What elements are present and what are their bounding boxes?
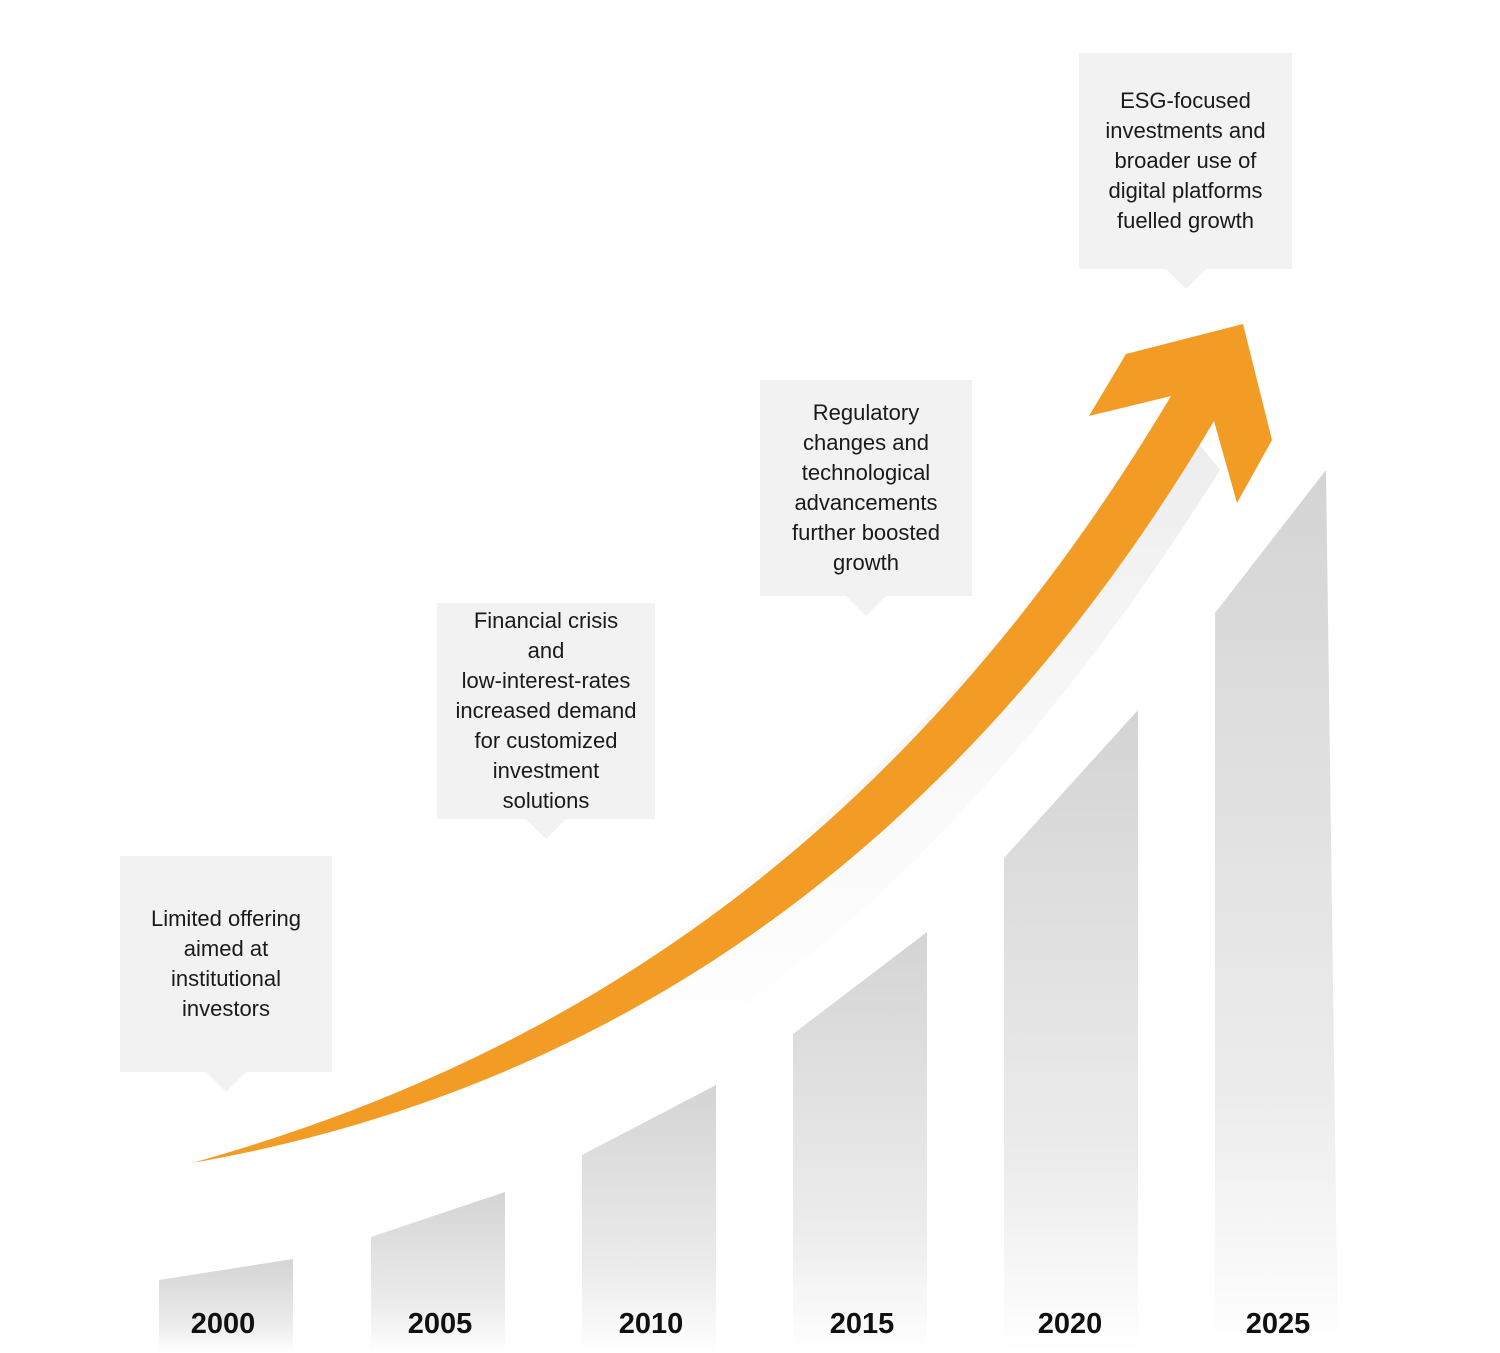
growth-bar-2025 <box>1215 470 1338 1353</box>
year-label-2015: 2015 <box>829 1308 895 1340</box>
growth-bar-2015 <box>793 932 927 1353</box>
callout-2000-text: Limited offering aimed at institutional … <box>150 906 301 1021</box>
year-label-2025: 2025 <box>1245 1308 1311 1340</box>
callout-2025-text: ESG-focused investments and broader use … <box>1105 88 1266 233</box>
callout-2020-text: Regulatory changes and technological adv… <box>792 400 940 575</box>
year-label-2005: 2005 <box>407 1308 473 1340</box>
trend-up-arrow-icon <box>192 324 1272 1163</box>
callout-2000: Limited offering aimed at institutional … <box>120 856 332 1092</box>
callout-2010: Financial crisis and low-interest-rates … <box>437 603 655 839</box>
year-label-2020: 2020 <box>1037 1308 1103 1340</box>
callout-2010-text: Financial crisis and low-interest-rates … <box>455 608 637 813</box>
callout-2025: ESG-focused investments and broader use … <box>1079 53 1292 289</box>
growth-bar-2000 <box>159 1259 293 1353</box>
year-label-2000: 2000 <box>190 1308 256 1340</box>
year-label-2010: 2010 <box>618 1308 684 1340</box>
growth-bar-2010 <box>582 1085 716 1353</box>
callout-2020: Regulatory changes and technological adv… <box>760 380 972 616</box>
growth-bar-2020 <box>1004 710 1138 1353</box>
growth-bar-2005 <box>371 1192 505 1353</box>
